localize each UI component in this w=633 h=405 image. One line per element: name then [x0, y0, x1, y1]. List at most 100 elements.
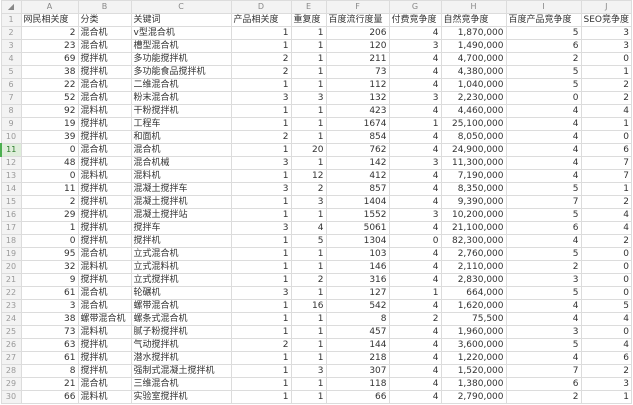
cell-J15[interactable]: 2: [580, 195, 632, 209]
cell-B1[interactable]: 分类: [77, 13, 132, 27]
cell-E25[interactable]: 1: [290, 325, 327, 339]
cell-G30[interactable]: 4: [388, 390, 442, 404]
cell-G20[interactable]: 4: [388, 260, 442, 274]
cell-F25[interactable]: 457: [325, 325, 390, 339]
cell-D17[interactable]: 3: [230, 221, 292, 235]
cell-H7[interactable]: 2,230,000: [440, 91, 507, 105]
row-header[interactable]: 6: [0, 78, 22, 92]
cell-G3[interactable]: 3: [388, 39, 442, 53]
cell-E20[interactable]: 1: [290, 260, 327, 274]
cell-G23[interactable]: 4: [388, 299, 442, 313]
cell-G7[interactable]: 3: [388, 91, 442, 105]
cell-D13[interactable]: 1: [230, 169, 292, 183]
cell-A8[interactable]: 92: [20, 104, 79, 118]
cell-F3[interactable]: 120: [325, 39, 390, 53]
row-header[interactable]: 18: [0, 234, 22, 248]
cell-F9[interactable]: 1674: [325, 117, 390, 131]
cell-I10[interactable]: 4: [505, 130, 582, 144]
cell-I22[interactable]: 5: [505, 286, 582, 300]
cell-A14[interactable]: 11: [20, 182, 79, 196]
cell-I20[interactable]: 2: [505, 260, 582, 274]
cell-C4[interactable]: 多功能搅拌机: [130, 52, 232, 66]
cell-E21[interactable]: 2: [290, 273, 327, 287]
cell-G21[interactable]: 4: [388, 273, 442, 287]
cell-D21[interactable]: 1: [230, 273, 292, 287]
cell-A23[interactable]: 3: [20, 299, 79, 313]
cell-G16[interactable]: 3: [388, 208, 442, 222]
cell-I3[interactable]: 6: [505, 39, 582, 53]
cell-D27[interactable]: 1: [230, 351, 292, 365]
cell-C5[interactable]: 多功能食品搅拌机: [130, 65, 232, 79]
cell-E6[interactable]: 1: [290, 78, 327, 92]
cell-I5[interactable]: 5: [505, 65, 582, 79]
cell-D2[interactable]: 1: [230, 26, 292, 40]
cell-C3[interactable]: 槽型混合机: [130, 39, 232, 53]
row-header[interactable]: 5: [0, 65, 22, 79]
cell-J7[interactable]: 2: [580, 91, 632, 105]
cell-B7[interactable]: 混合机: [77, 91, 132, 105]
cell-C24[interactable]: 螺条式混合机: [130, 312, 232, 326]
row-header[interactable]: 26: [0, 338, 22, 352]
cell-A6[interactable]: 22: [20, 78, 79, 92]
cell-B5[interactable]: 搅拌机: [77, 65, 132, 79]
row-header[interactable]: 3: [0, 39, 22, 53]
cell-B17[interactable]: 搅拌机: [77, 221, 132, 235]
cell-G22[interactable]: 1: [388, 286, 442, 300]
cell-G5[interactable]: 4: [388, 65, 442, 79]
cell-H9[interactable]: 25,100,000: [440, 117, 507, 131]
cell-G25[interactable]: 4: [388, 325, 442, 339]
cell-G19[interactable]: 4: [388, 247, 442, 261]
cell-H30[interactable]: 2,790,000: [440, 390, 507, 404]
cell-I16[interactable]: 5: [505, 208, 582, 222]
row-header[interactable]: 19: [0, 247, 22, 261]
cell-F1[interactable]: 百度流行度量: [325, 13, 390, 27]
cell-H2[interactable]: 1,870,000: [440, 26, 507, 40]
cell-D8[interactable]: 1: [230, 104, 292, 118]
cell-A7[interactable]: 52: [20, 91, 79, 105]
cell-G26[interactable]: 4: [388, 338, 442, 352]
cell-F21[interactable]: 316: [325, 273, 390, 287]
cell-E30[interactable]: 1: [290, 390, 327, 404]
cell-H13[interactable]: 7,190,000: [440, 169, 507, 183]
cell-B10[interactable]: 搅拌机: [77, 130, 132, 144]
row-header[interactable]: 10: [0, 130, 22, 144]
cell-A12[interactable]: 48: [20, 156, 79, 170]
cell-G24[interactable]: 2: [388, 312, 442, 326]
cell-E18[interactable]: 5: [290, 234, 327, 248]
cell-G8[interactable]: 4: [388, 104, 442, 118]
cell-H25[interactable]: 1,960,000: [440, 325, 507, 339]
cell-E8[interactable]: 1: [290, 104, 327, 118]
cell-I18[interactable]: 4: [505, 234, 582, 248]
cell-D4[interactable]: 2: [230, 52, 292, 66]
cell-I17[interactable]: 6: [505, 221, 582, 235]
cell-A3[interactable]: 23: [20, 39, 79, 53]
cell-B6[interactable]: 混合机: [77, 78, 132, 92]
cell-H21[interactable]: 2,830,000: [440, 273, 507, 287]
cell-F12[interactable]: 142: [325, 156, 390, 170]
cell-B4[interactable]: 搅拌机: [77, 52, 132, 66]
cell-D19[interactable]: 1: [230, 247, 292, 261]
cell-A22[interactable]: 61: [20, 286, 79, 300]
cell-B12[interactable]: 搅拌机: [77, 156, 132, 170]
cell-B14[interactable]: 搅拌机: [77, 182, 132, 196]
cell-J12[interactable]: 7: [580, 156, 632, 170]
row-header[interactable]: 13: [0, 169, 22, 183]
row-header[interactable]: 12: [0, 156, 22, 170]
cell-E15[interactable]: 3: [290, 195, 327, 209]
cell-H11[interactable]: 24,900,000: [440, 143, 507, 157]
cell-F2[interactable]: 206: [325, 26, 390, 40]
cell-F26[interactable]: 144: [325, 338, 390, 352]
cell-J14[interactable]: 1: [580, 182, 632, 196]
cell-F24[interactable]: 8: [325, 312, 390, 326]
cell-E28[interactable]: 3: [290, 364, 327, 378]
column-header-B[interactable]: B: [77, 0, 132, 14]
cell-A16[interactable]: 29: [20, 208, 79, 222]
cell-G9[interactable]: 1: [388, 117, 442, 131]
cell-E22[interactable]: 1: [290, 286, 327, 300]
cell-B29[interactable]: 混合机: [77, 377, 132, 391]
cell-G28[interactable]: 4: [388, 364, 442, 378]
cell-A11[interactable]: 0: [20, 143, 79, 157]
cell-E4[interactable]: 1: [290, 52, 327, 66]
cell-A25[interactable]: 73: [20, 325, 79, 339]
cell-B26[interactable]: 搅拌机: [77, 338, 132, 352]
